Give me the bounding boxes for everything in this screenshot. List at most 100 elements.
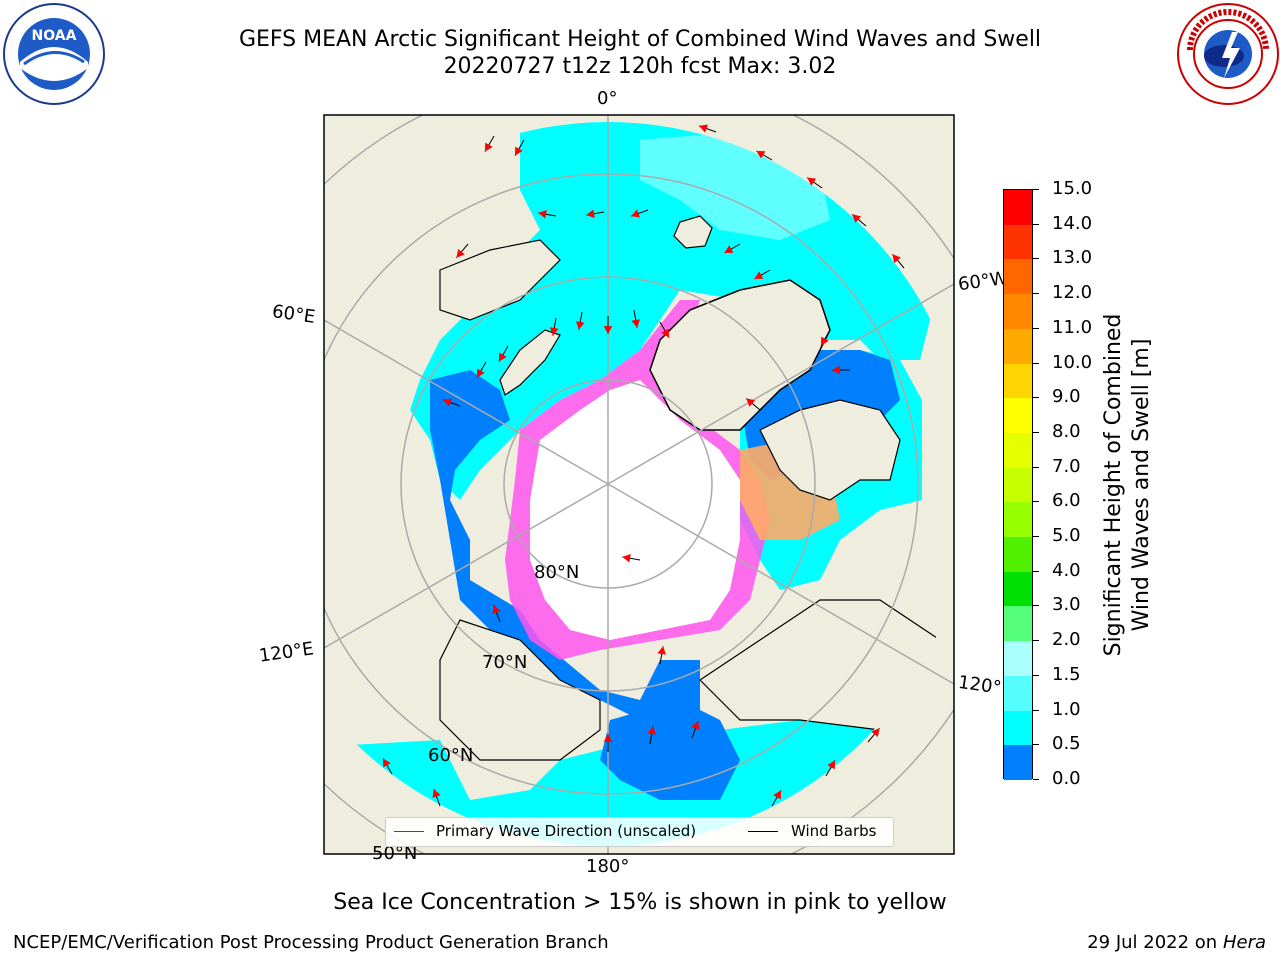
wave-direction-arrow (657, 646, 667, 655)
wave-direction-arrow (575, 321, 585, 330)
colorbar-tick-label: 8.0 (1052, 420, 1081, 442)
colorbar-tick-mark (1033, 327, 1039, 329)
wave-direction-arrow (586, 209, 595, 219)
footer-branch: NCEP/EMC/Verification Post Processing Pr… (13, 932, 609, 953)
colorbar-tick-mark (1033, 605, 1039, 607)
colorbar-tick-label: 14.0 (1052, 212, 1093, 234)
colorbar-tick-label: 2.0 (1052, 629, 1081, 651)
colorbar-segment (1004, 502, 1032, 538)
canadian-archipelago (759, 399, 901, 501)
greenland (649, 279, 831, 431)
wave-direction-arrow (756, 151, 766, 159)
wave-direction-arrow (631, 319, 641, 328)
colorbar-segment (1004, 467, 1032, 503)
colorbar-label-line1: Significant Height of Combined (1101, 313, 1126, 657)
sea-ice-caption: Sea Ice Concentration > 15% is shown in … (333, 890, 947, 915)
wave-direction-arrow (622, 553, 631, 563)
wave-direction-arrow (832, 365, 840, 375)
colorbar-segment (1004, 537, 1032, 573)
chart-title: GEFS MEAN Arctic Significant Height of C… (238, 27, 1042, 52)
colorbar-segment (1004, 398, 1032, 434)
colorbar-segment (1004, 328, 1032, 365)
wave-direction-arrow (807, 177, 817, 186)
colorbar-tick-label: 9.0 (1052, 386, 1081, 408)
wave-direction-arrow (871, 728, 880, 738)
colorbar-tick-mark (1033, 189, 1039, 190)
wave-direction-arrow (852, 214, 862, 223)
colorbar-label: Significant Height of Combined Wind Wave… (1100, 314, 1156, 657)
sea-ice-pack (530, 380, 740, 640)
wave-direction-arrow (827, 760, 835, 770)
wave-direction-arrow (821, 336, 829, 346)
wave-direction-arrow (647, 726, 657, 735)
wave-direction-arrow (631, 209, 640, 218)
map-legend: Primary Wave Direction (unscaled) Wind B… (385, 817, 894, 847)
colorbar-segment (1004, 710, 1032, 746)
colorbar-tick-mark (1033, 779, 1039, 780)
chart-subtitle: 20220727 t12z 120h fcst Max: 3.02 (443, 54, 837, 79)
wave-direction-arrow (603, 326, 613, 334)
wave-direction-legend-swatch (394, 831, 424, 832)
wave-direction-arrow (661, 328, 669, 338)
scandinavia-land (439, 239, 561, 321)
wave-direction-arrow (456, 248, 465, 258)
wave-direction-arrow (746, 398, 756, 407)
chukotka-land (439, 619, 601, 761)
colorbar-tick-label: 1.5 (1052, 663, 1081, 685)
colorbar-tick-mark (1033, 258, 1039, 260)
colorbar-segment (1004, 745, 1032, 781)
wave-direction-arrow (549, 327, 559, 336)
colorbar-tick-mark (1033, 466, 1039, 468)
footer-date: 29 Jul 2022 on Hera (1087, 932, 1266, 953)
colorbar-tick-label: 7.0 (1052, 455, 1081, 477)
colorbar-tick-mark (1033, 501, 1039, 503)
wave-direction-legend-label: Primary Wave Direction (unscaled) (436, 822, 697, 840)
wave-direction-arrow (773, 790, 781, 800)
wave-direction-arrow (754, 271, 764, 279)
colorbar-segment (1004, 675, 1032, 712)
colorbar-tick-mark (1033, 570, 1039, 572)
colorbar-tick-label: 3.0 (1052, 594, 1081, 616)
colorbar-segment (1004, 190, 1032, 226)
colorbar-tick-label: 4.0 (1052, 559, 1081, 581)
nws-logo (1177, 3, 1279, 105)
colorbar-tick-mark (1033, 431, 1039, 433)
novaya-zemlya (499, 329, 561, 396)
noaa-logo: NOAA (3, 3, 105, 105)
colorbar-tick-mark (1033, 709, 1039, 711)
colorbar-tick-label: 0.0 (1052, 768, 1081, 789)
wave-direction-arrow (892, 254, 901, 264)
colorbar-tick-label: 12.0 (1052, 282, 1093, 304)
footer-host: Hera (1222, 932, 1266, 953)
colorbar-label-line2: Wind Waves and Swell [m] (1129, 338, 1154, 632)
colorbar-tick-mark (1033, 397, 1039, 399)
lat-label-60n: 60°N (428, 745, 474, 766)
colorbar-tick-mark (1033, 674, 1039, 676)
colorbar-tick-label: 1.0 (1052, 698, 1081, 720)
colorbar-segment (1004, 224, 1032, 260)
colorbar-tick-label: 10.0 (1052, 351, 1093, 373)
wave-direction-arrows (382, 124, 905, 807)
lon-label-0: 0° (597, 88, 618, 109)
wave-direction-arrow (383, 758, 391, 768)
colorbar-tick-label: 0.5 (1052, 733, 1081, 755)
wave-direction-arrow (699, 124, 708, 133)
colorbar-segment (1004, 606, 1032, 642)
lat-label-70n: 70°N (482, 652, 528, 673)
colorbar-tick-mark (1033, 223, 1039, 225)
colorbar-tick-mark (1033, 640, 1039, 642)
wave-direction-arrow (499, 352, 507, 362)
colorbar-tick-label: 13.0 (1052, 247, 1093, 269)
colorbar-tick-label: 6.0 (1052, 490, 1081, 512)
wave-direction-arrow (538, 209, 547, 219)
colorbar-tick-mark (1033, 362, 1039, 364)
colorbar-tick-mark (1033, 536, 1039, 538)
wave-direction-arrow (603, 734, 613, 742)
colorbar-segment (1004, 363, 1032, 399)
colorbar-segment (1004, 571, 1032, 607)
wave-direction-arrow (492, 605, 501, 614)
colorbar-segment (1004, 432, 1032, 469)
wave-direction-arrow (443, 398, 452, 407)
colorbar-tick-mark (1033, 744, 1039, 746)
